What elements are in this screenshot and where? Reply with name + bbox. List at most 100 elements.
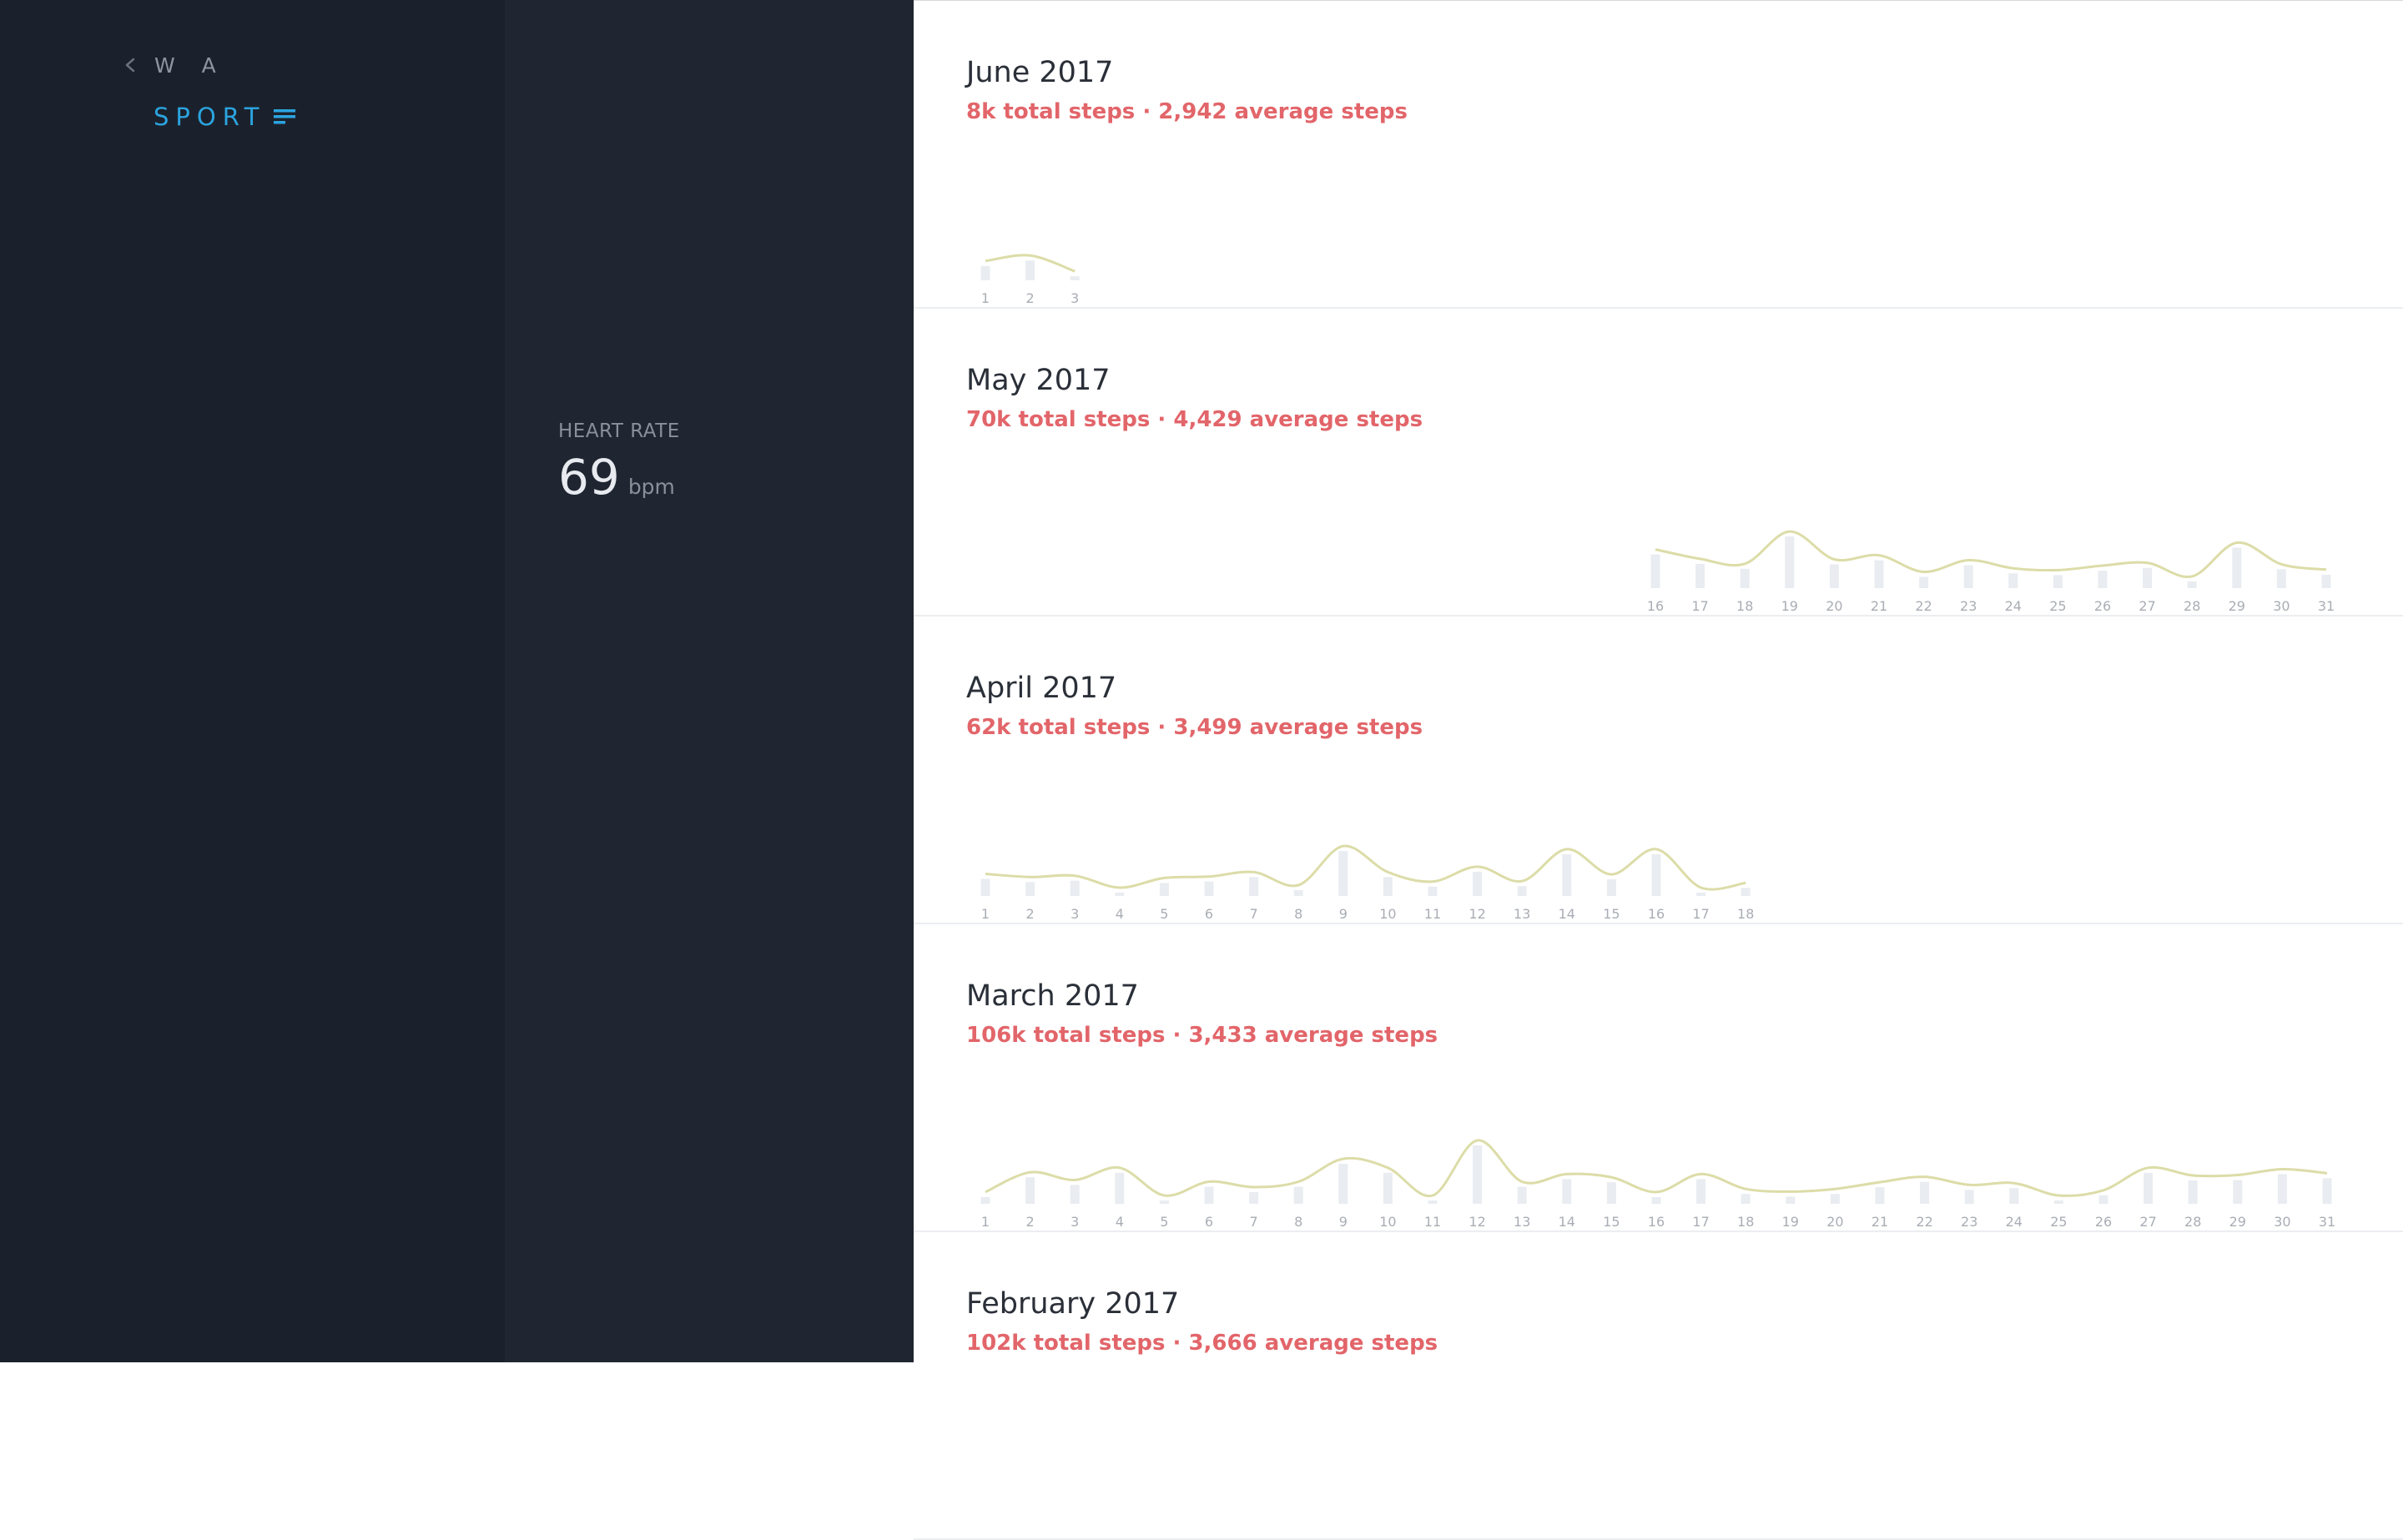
steps-trend-line bbox=[985, 1139, 2328, 1198]
heart-rate-value: 69 bbox=[558, 449, 620, 506]
steps-bar bbox=[1204, 1186, 1214, 1204]
day-tick-label: 15 bbox=[1603, 1214, 1620, 1230]
steps-bar bbox=[1696, 893, 1706, 896]
day-tick-label: 6 bbox=[1205, 906, 1213, 922]
steps-bar bbox=[1025, 1177, 1035, 1204]
steps-bar bbox=[1874, 560, 1884, 588]
day-tick-label: 8 bbox=[1294, 906, 1302, 922]
day-tick-label: 25 bbox=[2050, 1214, 2067, 1230]
chevron-left-icon[interactable] bbox=[119, 50, 143, 80]
day-tick-label: 20 bbox=[1826, 598, 1842, 614]
daily-steps-chart: 16 17 18 19 20 21 22 23 24 25 26 27 28 29 30 31 bbox=[1647, 530, 2335, 614]
day-tick-label: 24 bbox=[2006, 1214, 2023, 1230]
steps-bar bbox=[1025, 882, 1035, 896]
steps-trend-line bbox=[1655, 530, 2327, 578]
steps-bar bbox=[2187, 581, 2197, 588]
menu-lines-icon[interactable] bbox=[272, 107, 297, 127]
steps-bar bbox=[1740, 568, 1750, 588]
day-tick-label: 11 bbox=[1424, 1214, 1441, 1230]
steps-bar bbox=[1025, 260, 1035, 280]
month-section[interactable]: June 2017 8k total steps · 2,942 average… bbox=[914, 1, 2403, 309]
daily-steps-chart: 1 2 3 4 5 6 7 8 9 10 11 12 13 14 15 16 17 18 19 20 21 22 23 24 2… bbox=[980, 1139, 2335, 1230]
daily-steps-chart: 1 2 3 4 5 6 7 8 9 10 11 12 13 14 15 16 17 18 bbox=[980, 844, 1754, 922]
steps-bar bbox=[2232, 547, 2242, 588]
day-tick-label: 26 bbox=[2094, 598, 2111, 614]
steps-bar bbox=[1115, 1172, 1125, 1204]
month-stats: 8k total steps · 2,942 average steps bbox=[966, 99, 1408, 124]
month-section[interactable]: May 2017 70k total steps · 4,429 average… bbox=[914, 309, 2403, 617]
day-tick-label: 21 bbox=[1871, 598, 1887, 614]
steps-bar bbox=[1428, 1200, 1438, 1204]
day-tick-label: 4 bbox=[1116, 1214, 1124, 1230]
month-stats: 106k total steps · 3,433 average steps bbox=[966, 1023, 1438, 1048]
steps-bar bbox=[2277, 1174, 2287, 1204]
day-tick-label: 5 bbox=[1160, 906, 1168, 922]
steps-bar bbox=[1159, 883, 1169, 896]
day-tick-label: 31 bbox=[2318, 598, 2335, 614]
day-tick-label: 2 bbox=[1026, 290, 1035, 306]
day-tick-label: 3 bbox=[1071, 1214, 1079, 1230]
steps-trend-line bbox=[985, 844, 1746, 891]
day-tick-label: 9 bbox=[1339, 906, 1348, 922]
steps-bar bbox=[1070, 276, 1080, 280]
steps-bar bbox=[2009, 1188, 2019, 1204]
section-title[interactable]: SPORT bbox=[154, 103, 266, 131]
steps-bar bbox=[1830, 1194, 1840, 1204]
steps-bar bbox=[1338, 851, 1348, 896]
heart-rate-readout: 69 bpm bbox=[558, 449, 675, 506]
day-tick-label: 2 bbox=[1026, 1214, 1035, 1230]
steps-bar bbox=[2143, 567, 2153, 588]
month-stats: 62k total steps · 3,499 average steps bbox=[966, 715, 1423, 740]
day-tick-label: 18 bbox=[1736, 598, 1753, 614]
steps-bar bbox=[1517, 886, 1527, 896]
day-tick-label: 14 bbox=[1559, 906, 1575, 922]
day-tick-label: 12 bbox=[1468, 906, 1485, 922]
steps-bar bbox=[980, 1196, 990, 1204]
day-tick-label: 17 bbox=[1691, 598, 1708, 614]
day-tick-label: 4 bbox=[1116, 906, 1124, 922]
steps-bar bbox=[2321, 574, 2331, 588]
steps-bar bbox=[2098, 571, 2108, 588]
steps-bar bbox=[1249, 877, 1259, 896]
steps-bar bbox=[1741, 888, 1751, 896]
month-section[interactable]: February 2017 102k total steps · 3,666 a… bbox=[914, 1232, 2403, 1540]
day-tick-label: 22 bbox=[1915, 598, 1932, 614]
month-title: June 2017 bbox=[966, 56, 1114, 89]
day-tick-label: 14 bbox=[1559, 1214, 1575, 1230]
steps-bar bbox=[1293, 1186, 1303, 1204]
steps-bar bbox=[1696, 1179, 1706, 1204]
steps-trend-line bbox=[985, 254, 1076, 273]
day-tick-label: 16 bbox=[1647, 598, 1664, 614]
steps-bar bbox=[1115, 893, 1125, 896]
monthly-steps-list[interactable]: June 2017 8k total steps · 2,942 average… bbox=[914, 0, 2403, 1540]
steps-bar bbox=[2188, 1180, 2198, 1204]
day-tick-label: 30 bbox=[2274, 1214, 2290, 1230]
steps-bar bbox=[1383, 1172, 1393, 1204]
steps-bar bbox=[2276, 569, 2286, 588]
day-tick-label: 17 bbox=[1692, 1214, 1709, 1230]
day-tick-label: 2 bbox=[1026, 906, 1035, 922]
month-section[interactable]: April 2017 62k total steps · 3,499 avera… bbox=[914, 617, 2403, 924]
steps-bar bbox=[1338, 1164, 1348, 1204]
summary-panel: HEART RATE 69 bpm bbox=[505, 0, 914, 1362]
steps-bar bbox=[1070, 880, 1080, 896]
steps-bar bbox=[1383, 877, 1393, 896]
month-section[interactable]: March 2017 106k total steps · 3,433 aver… bbox=[914, 924, 2403, 1232]
section-menu[interactable]: SPORT bbox=[154, 98, 297, 135]
day-tick-label: 3 bbox=[1071, 290, 1079, 306]
day-tick-label: 1 bbox=[981, 1214, 990, 1230]
steps-bar bbox=[980, 265, 990, 280]
steps-bar bbox=[1875, 1187, 1885, 1204]
steps-bar bbox=[1070, 1185, 1080, 1204]
steps-bar bbox=[1786, 1196, 1796, 1204]
steps-bar bbox=[2053, 575, 2063, 588]
user-initials[interactable]: W A bbox=[154, 53, 226, 78]
day-tick-label: 3 bbox=[1071, 906, 1079, 922]
day-tick-label: 18 bbox=[1737, 1214, 1754, 1230]
day-tick-label: 11 bbox=[1424, 906, 1441, 922]
steps-bar bbox=[1964, 1190, 1974, 1204]
back-row[interactable]: W A bbox=[119, 50, 226, 80]
day-tick-label: 19 bbox=[1782, 1214, 1799, 1230]
day-tick-label: 23 bbox=[1960, 598, 1977, 614]
steps-bar bbox=[1517, 1186, 1527, 1204]
